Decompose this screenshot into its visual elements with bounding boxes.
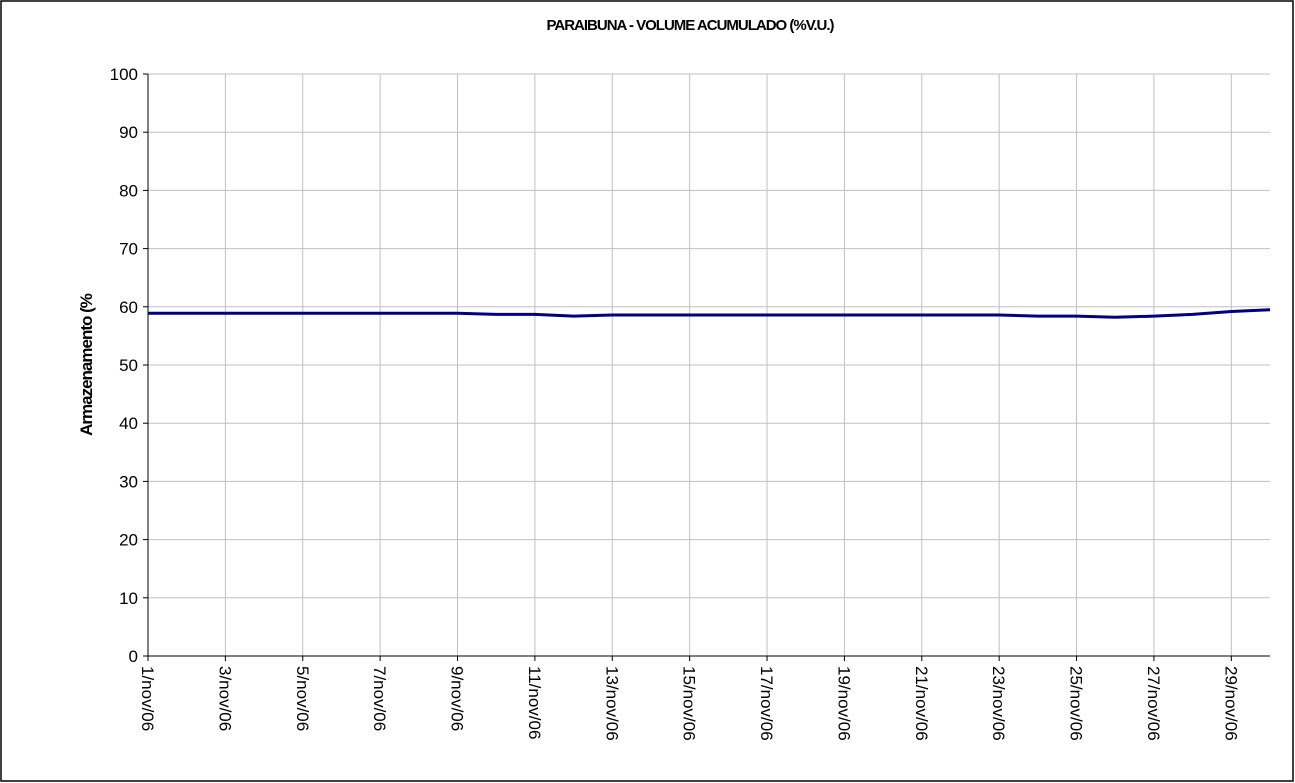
y-tick-label: 40	[119, 414, 138, 433]
y-tick-label: 90	[119, 123, 138, 142]
y-tick-label: 60	[119, 298, 138, 317]
y-tick-label: 30	[119, 472, 138, 491]
series-line	[148, 308, 1271, 319]
x-tick-label: 27/nov/06	[1144, 666, 1163, 741]
x-tick-label: 9/nov/06	[448, 666, 467, 731]
y-tick-label: 50	[119, 356, 138, 375]
x-tick-label: 23/nov/06	[989, 666, 1008, 741]
chart-title: PARAIBUNA - VOLUME ACUMULADO (%V.U.)	[546, 17, 834, 34]
x-tick-label: 5/nov/06	[293, 666, 312, 731]
y-tick-label: 80	[119, 181, 138, 200]
y-tick-label: 70	[119, 240, 138, 259]
x-tick-label: 19/nov/06	[834, 666, 853, 741]
x-tick-label: 11/nov/06	[525, 666, 544, 739]
x-tick-label: 13/nov/06	[602, 666, 621, 741]
y-tick-label: 10	[119, 589, 138, 608]
y-tick-label: 0	[129, 647, 138, 666]
x-tick-label: 17/nov/06	[757, 666, 776, 741]
y-tick-label: 20	[119, 531, 138, 550]
x-tick-label: 21/nov/06	[912, 666, 931, 741]
x-tick-label: 29/nov/06	[1221, 666, 1240, 741]
x-tick-label: 3/nov/06	[215, 666, 234, 731]
x-tick-label: 7/nov/06	[370, 666, 389, 731]
y-axis-label: Armazenamento (%	[77, 293, 96, 436]
x-tick-label: 25/nov/06	[1067, 666, 1086, 741]
x-tick-label: 1/nov/06	[138, 666, 157, 731]
y-tick-label: 100	[110, 65, 138, 84]
x-tick-label: 15/nov/06	[680, 666, 699, 741]
